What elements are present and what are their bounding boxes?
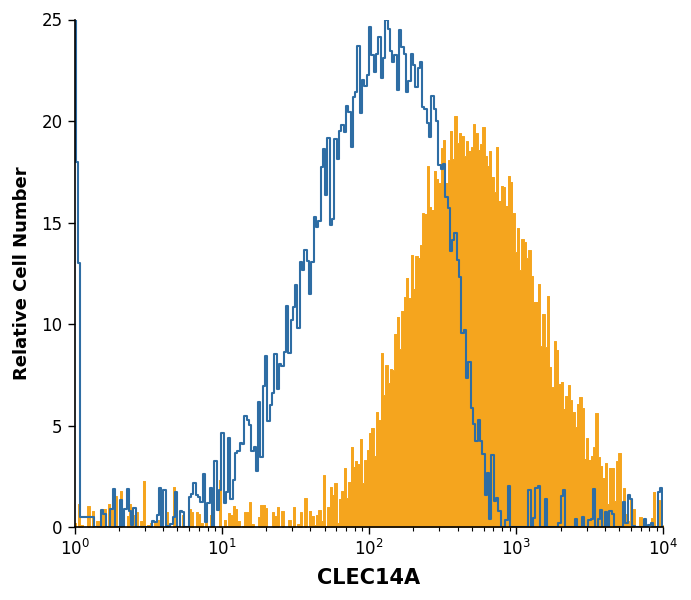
X-axis label: CLEC14A: CLEC14A [317, 568, 421, 587]
Y-axis label: Relative Cell Number: Relative Cell Number [12, 167, 30, 380]
